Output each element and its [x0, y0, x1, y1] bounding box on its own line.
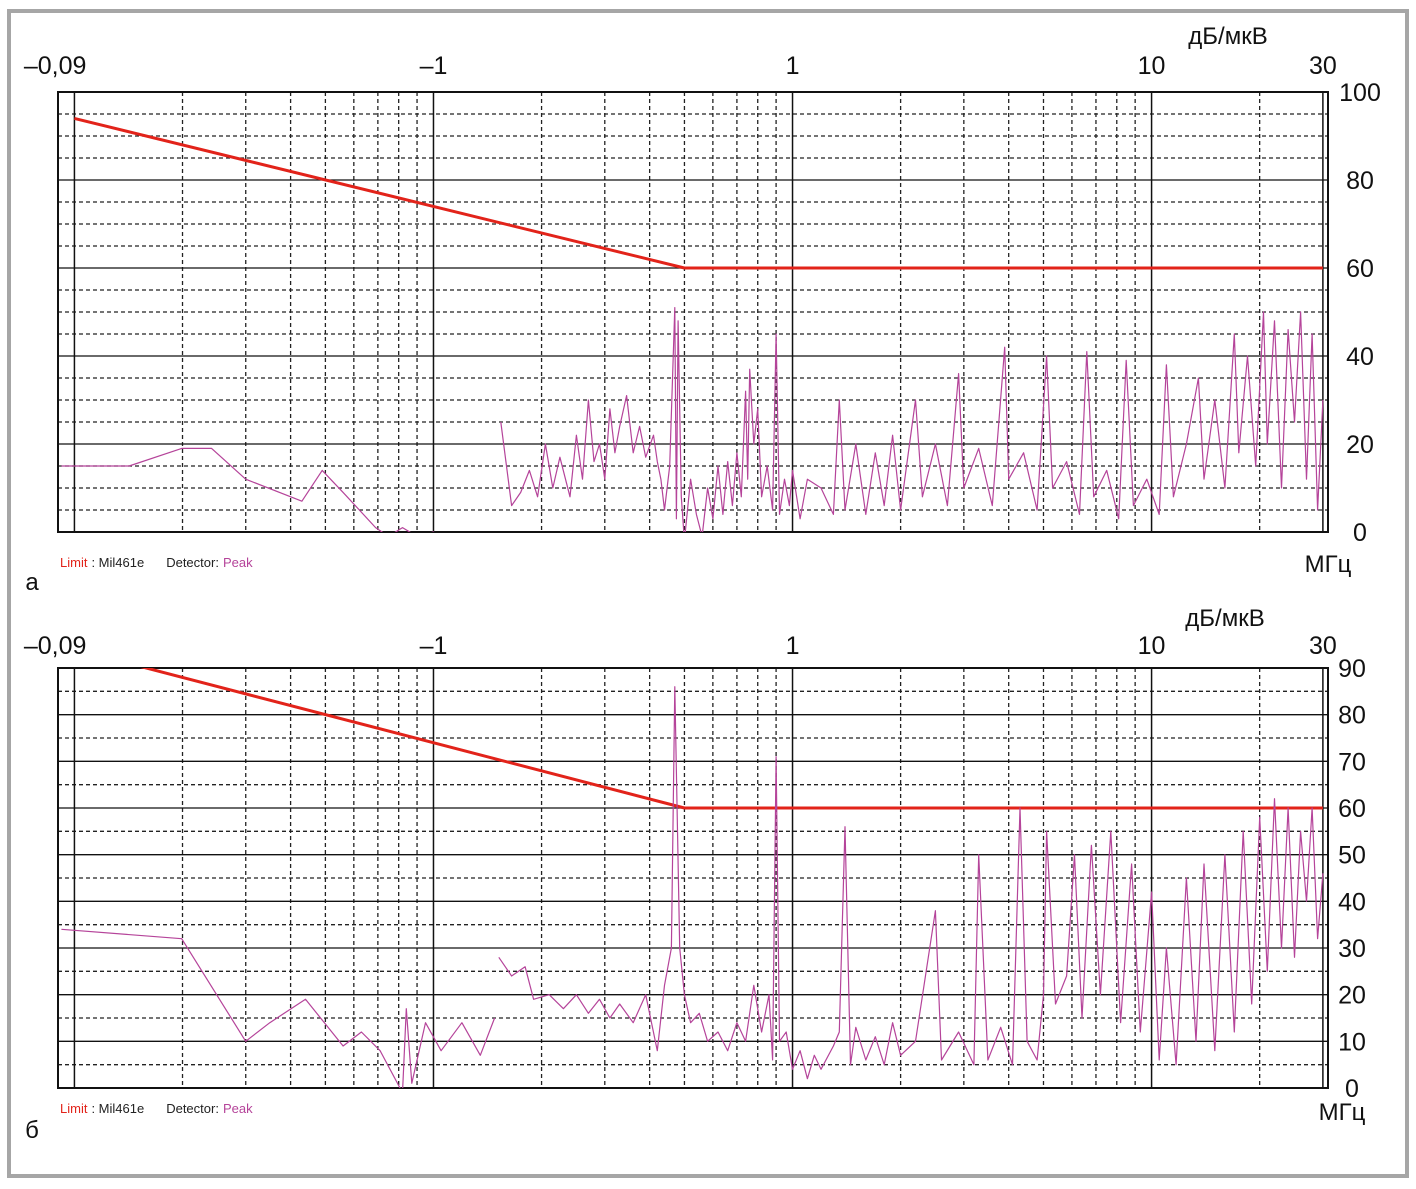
limit-line: [74, 116, 1323, 270]
plot-frame: [57, 667, 1329, 1089]
y-tick-label: 10: [1338, 1028, 1366, 1056]
detector-line: [61, 686, 1324, 1088]
y-tick-label: 70: [1338, 748, 1366, 776]
y-tick-label: 60: [1338, 795, 1366, 823]
x-axis-unit: МГц: [1319, 1099, 1366, 1126]
legend-note: Peak: [223, 555, 253, 570]
detector-line: [61, 307, 1324, 532]
legend-name: Detector:: [166, 555, 219, 570]
y-tick-label: 40: [1338, 888, 1366, 916]
legend-name: Limit: [60, 1101, 88, 1116]
y-tick-label: 80: [1346, 167, 1374, 195]
y-axis-unit: дБ/мкВ: [1188, 23, 1267, 50]
x-tick-label: –1: [420, 52, 448, 80]
y-tick-label: 100: [1339, 79, 1381, 107]
x-tick-label: 10: [1138, 52, 1166, 80]
legend-note: : Mil461e: [91, 555, 144, 570]
x-tick-label: –1: [420, 632, 448, 660]
x-tick-label: 30: [1309, 52, 1337, 80]
x-tick-label: 1: [786, 52, 800, 80]
y-tick-label: 90: [1338, 655, 1366, 683]
x-axis-unit: МГц: [1305, 551, 1352, 578]
x-tick-label: 10: [1138, 632, 1166, 660]
y-tick-label: 20: [1338, 982, 1366, 1010]
panel-label: б: [25, 1117, 39, 1144]
limit-line: [140, 668, 1323, 810]
chart: 0 10 20 30 40 50 60 70 80 90 –0,09 –1 1 10 30 дБ/мкВ МГц…: [24, 605, 1366, 1144]
y-tick-label: 60: [1346, 255, 1374, 283]
y-tick-label: 80: [1338, 702, 1366, 730]
y-tick-label: 40: [1346, 343, 1374, 371]
x-tick-label: 1: [786, 632, 800, 660]
legend-name: Limit: [60, 555, 88, 570]
y-tick-label: 0: [1345, 1075, 1359, 1103]
y-tick-label: 30: [1338, 935, 1366, 963]
x-tick-label: –0,09: [24, 632, 87, 660]
x-tick-label: 30: [1309, 632, 1337, 660]
legend-note: : Mil461e: [91, 1101, 144, 1116]
legend-note: Peak: [223, 1101, 253, 1116]
legend-name: Detector:: [166, 1101, 219, 1116]
y-axis-unit: дБ/мкВ: [1185, 605, 1264, 632]
y-tick-label: 0: [1353, 519, 1367, 547]
y-tick-label: 50: [1338, 842, 1366, 870]
plot-frame: [57, 91, 1329, 533]
x-tick-label: –0,09: [24, 52, 87, 80]
y-tick-label: 20: [1346, 431, 1374, 459]
panel-label: а: [25, 569, 39, 596]
chart: 0 20 40 60 80 100 –0,09 –1 1 10 30 дБ/мкВ МГц а Limit:…: [24, 23, 1381, 596]
